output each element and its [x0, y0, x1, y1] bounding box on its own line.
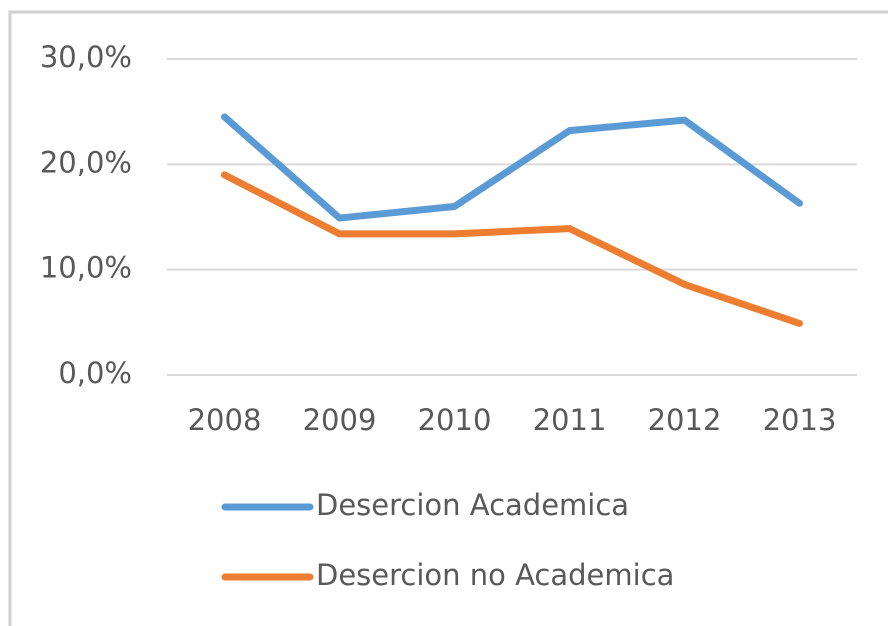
- legend-label: Desercion Academica: [316, 488, 629, 522]
- data-line: [221, 113, 803, 222]
- chart-frame: [8, 10, 888, 626]
- x-tick-label: 2009: [303, 403, 377, 437]
- x-tick-label: 2010: [418, 403, 492, 437]
- x-tick-label: 2011: [533, 403, 607, 437]
- y-tick-label: 20,0%: [40, 145, 132, 179]
- legend-label: Desercion no Academica: [316, 558, 674, 592]
- y-tick-label: 30,0%: [40, 40, 132, 74]
- y-tick-label: 0,0%: [58, 356, 132, 390]
- data-line: [221, 171, 803, 327]
- x-tick-label: 2008: [188, 403, 262, 437]
- y-tick-label: 10,0%: [40, 251, 132, 285]
- x-tick-label: 2013: [763, 403, 837, 437]
- x-tick-label: 2012: [648, 403, 722, 437]
